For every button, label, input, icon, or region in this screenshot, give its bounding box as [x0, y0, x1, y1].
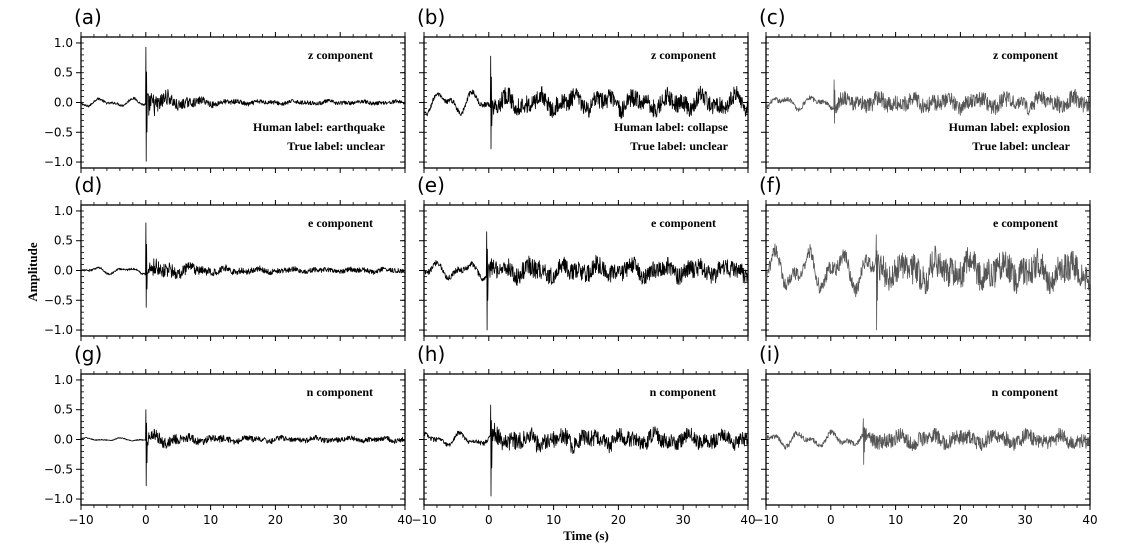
y-tick-label: −1.0	[44, 155, 73, 169]
x-tick-label: 10	[888, 513, 903, 527]
human-label-annotation: Human label: collapse	[614, 120, 729, 134]
panel-label: (e)	[417, 173, 445, 197]
panel-label: (b)	[417, 5, 445, 29]
waveform-series	[80, 409, 406, 487]
panel-e: (e) e component	[417, 173, 749, 341]
x-tick-label: 20	[268, 513, 283, 527]
component-annotation: e component	[651, 216, 716, 230]
y-tick-label: −1.0	[44, 323, 73, 337]
waveform-series	[423, 231, 749, 331]
y-tick-label: −0.5	[44, 293, 73, 307]
component-annotation: z component	[993, 48, 1058, 62]
panel-f: (f) e component	[759, 173, 1091, 341]
component-annotation: z component	[308, 48, 373, 62]
x-tick-label: 30	[676, 513, 691, 527]
panel-h: −10 0 10 20 30 40 (h) n component	[411, 342, 755, 527]
x-tick-label: 40	[1082, 513, 1097, 527]
y-tick-label: 0.0	[54, 433, 73, 447]
y-tick-label: −0.5	[44, 125, 73, 139]
waveform-series	[423, 404, 749, 497]
x-tick-label: 40	[740, 513, 755, 527]
x-tick-label: 0	[827, 513, 835, 527]
true-label-annotation: True label: unclear	[972, 139, 1070, 153]
panel-d: 1.0 0.5 0.0 −0.5 −1.0 (d) e component	[44, 173, 406, 341]
panel-label: (h)	[417, 342, 445, 366]
x-tick-label: 0	[485, 513, 493, 527]
true-label-annotation: True label: unclear	[287, 139, 385, 153]
y-tick-label: 1.0	[54, 204, 73, 218]
panel-label: (f)	[759, 173, 782, 197]
x-axis-label: Time (s)	[563, 528, 609, 543]
waveform-series	[80, 46, 406, 162]
x-tick-label: 10	[203, 513, 218, 527]
x-tick-label: −10	[753, 513, 778, 527]
panel-a: 1.0 0.5 0.0 −0.5 −1.0 (a) z component Human lab…	[44, 5, 406, 173]
true-label-annotation: True label: unclear	[630, 139, 728, 153]
waveform-series	[765, 79, 1091, 124]
panel-g: 1.0 0.5 0.0 −0.5 −1.0 −10 0 10 20 30 40 (g) n compon…	[44, 342, 413, 527]
y-tick-label: 0.5	[54, 234, 73, 248]
panel-label: (g)	[74, 342, 102, 366]
human-label-annotation: Human label: explosion	[949, 120, 1071, 134]
component-annotation: e component	[308, 216, 373, 230]
component-annotation: n component	[650, 385, 716, 399]
panel-label: (c)	[759, 5, 786, 29]
panel-i: −10 0 10 20 30 40 (i) n component	[753, 342, 1097, 527]
panel-label: (d)	[74, 173, 102, 197]
y-tick-label: −0.5	[44, 462, 73, 476]
human-label-annotation: Human label: earthquake	[253, 120, 386, 134]
x-tick-label: 20	[611, 513, 626, 527]
x-tick-label: −10	[411, 513, 436, 527]
x-tick-label: 0	[142, 513, 150, 527]
x-tick-label: 30	[1018, 513, 1033, 527]
x-tick-label: 10	[546, 513, 561, 527]
y-axis-label: Amplitude	[25, 242, 40, 301]
y-tick-label: 1.0	[54, 36, 73, 50]
y-tick-label: 0.0	[54, 96, 73, 110]
y-tick-label: −1.0	[44, 492, 73, 506]
waveform-series	[765, 418, 1091, 465]
waveform-series	[80, 222, 406, 308]
component-annotation: n component	[992, 385, 1058, 399]
component-annotation: e component	[993, 216, 1058, 230]
component-annotation: n component	[307, 385, 373, 399]
panels-layer: 1.0 0.5 0.0 −0.5 −1.0 (a) z component Human lab…	[44, 5, 1098, 527]
y-tick-label: 0.5	[54, 66, 73, 80]
x-tick-label: −10	[68, 513, 93, 527]
y-tick-label: 0.0	[54, 264, 73, 278]
panel-label: (a)	[74, 5, 102, 29]
panel-c: (c) z component Human label: explosion True…	[759, 5, 1091, 173]
panel-label: (i)	[759, 342, 780, 366]
y-tick-label: 1.0	[54, 373, 73, 387]
panel-b: (b) z component Human label: collapse True …	[417, 5, 749, 173]
component-annotation: z component	[651, 48, 716, 62]
x-tick-label: 20	[953, 513, 968, 527]
y-tick-label: 0.5	[54, 403, 73, 417]
x-tick-label: 30	[333, 513, 348, 527]
waveform-series	[423, 55, 749, 150]
x-tick-label: 40	[397, 513, 412, 527]
waveform-series	[765, 234, 1091, 331]
